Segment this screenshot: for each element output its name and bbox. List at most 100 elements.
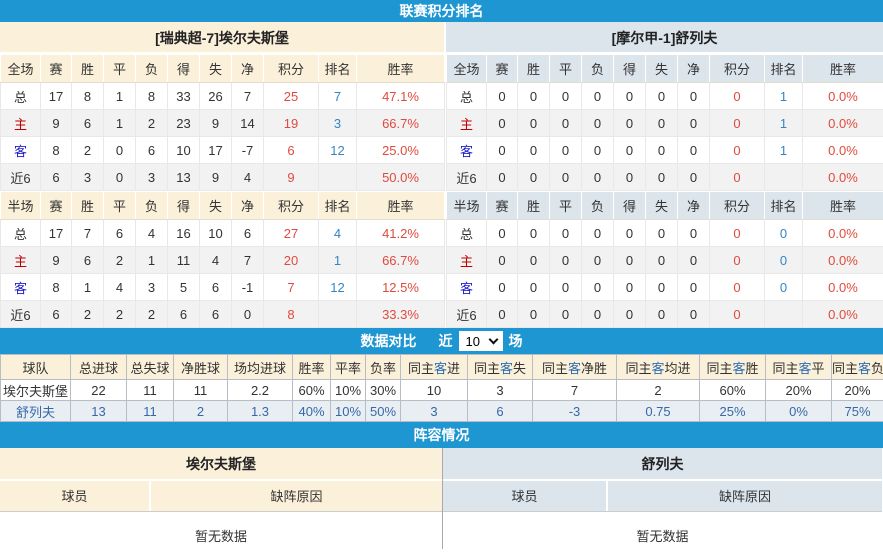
stat-cell: 6 [167,300,200,328]
stat-cell: 总 [0,219,41,247]
stat-cell: 1 [318,246,357,274]
halftime-header-row: 半场赛胜平负得失净积分 排名 胜率 [0,191,445,220]
column-header: 胜率 [802,191,883,220]
column-header: 得 [167,191,200,220]
player-column-header: 球员 [443,481,608,511]
stat-cell: 0.0% [802,109,883,137]
comparison-header-row: 球队 总进球 总失球 净胜球 场均进球 胜率 平率 负率 同主客进 同主客失 同主客净胜 同主客均进同… [0,354,883,380]
stat-cell: 0.0% [802,82,883,110]
stat-cell: 0 [613,82,646,110]
stat-cell: 4 [135,219,168,247]
stat-cell: 0 [613,246,646,274]
halftime-header-row: 半场赛胜平负得失净积分 排名 胜率 [446,191,883,220]
stat-cell: -1 [231,273,264,301]
stat-cell: 3 [71,163,104,191]
lineup-panels: 埃尔夫斯堡 球员 缺阵原因 暂无数据 舒列夫 球员 缺阵原因 暂无数据 [0,448,883,549]
comparison-cell: 10% [330,379,366,401]
stat-cell: 26 [199,82,232,110]
stat-cell: 50.0% [356,163,445,191]
stat-cell: 47.1% [356,82,445,110]
stat-cell: 14 [231,109,264,137]
comparison-column-header: 球队 [0,354,71,380]
stat-cell: 0 [613,109,646,137]
stat-cell: 0 [709,82,765,110]
stat-cell: 0 [709,163,765,191]
comparison-cell: 11 [173,379,228,401]
stat-cell: 12 [318,136,357,164]
stats-row: 总 17 8 1 8 33 26 7 25 7 47.1% [0,82,445,110]
stat-cell: 0 [486,82,518,110]
stat-cell: 客 [0,273,41,301]
away-team-title: [摩尔甲-1]舒列夫 [446,22,883,54]
stat-cell: 0 [709,136,765,164]
stat-cell: 0.0% [802,219,883,247]
stat-cell: 1 [135,246,168,274]
rounds-select[interactable]: 10 [458,331,503,351]
stat-cell: 0 [103,136,136,164]
stat-cell: 0 [549,163,582,191]
away-lineup-team-title: 舒列夫 [443,448,882,481]
stat-cell: 0.0% [802,273,883,301]
stat-cell: 8 [71,82,104,110]
stat-cell: 7 [231,82,264,110]
stat-cell: 0 [581,300,614,328]
column-header: 净 [677,54,710,83]
stat-cell: 0 [549,246,582,274]
column-header: 得 [167,54,200,83]
stat-cell: 0 [581,273,614,301]
comparison-cell: 10 [400,379,468,401]
comparison-cell: 0.75 [616,400,700,422]
stat-cell: 9 [199,109,232,137]
column-header: 平 [103,54,136,83]
comparison-cell: 20% [765,379,832,401]
column-header: 得 [613,54,646,83]
stats-row: 近6 6 2 2 2 6 6 0 8 33.3% [0,300,445,328]
player-column-header: 球员 [0,481,151,511]
stat-cell: 0 [645,300,678,328]
stat-cell: 33 [167,82,200,110]
column-header: 积分 [709,54,765,83]
stat-cell: 8 [40,273,72,301]
stat-cell: 近6 [446,163,487,191]
column-header: 失 [645,54,678,83]
fulltime-header-row: 全场赛胜平负得失净积分 排名 胜率 [446,54,883,83]
stat-cell: 0 [613,273,646,301]
stat-cell: 0 [517,109,550,137]
stat-cell: 9 [263,163,319,191]
stat-cell: 0 [486,163,518,191]
stats-row: 主 9 6 1 2 23 9 14 19 3 66.7% [0,109,445,137]
stat-cell: 1 [103,82,136,110]
stat-cell: 客 [0,136,41,164]
stat-cell: 6 [199,273,232,301]
comparison-cell: -3 [532,400,617,422]
comparison-cell: 0% [765,400,832,422]
stat-cell: 17 [40,219,72,247]
comparison-column-header: 净胜球 [173,354,228,380]
standings-tables: [瑞典超-7]埃尔夫斯堡 全场赛胜平负得失净积分 排名 胜率 总 17 8 1 8 33 26 7… [0,22,883,328]
stat-cell: 0 [613,163,646,191]
column-header: 胜 [517,191,550,220]
stat-cell: 0 [517,246,550,274]
stat-cell: 0 [517,300,550,328]
stat-cell: 0 [517,136,550,164]
column-header: 负 [135,191,168,220]
stat-cell: 33.3% [356,300,445,328]
comparison-cell: 6 [467,400,533,422]
column-header: 负 [581,54,614,83]
comparison-column-header: 负率 [365,354,401,380]
stat-cell: 0 [645,82,678,110]
stat-cell: 4 [103,273,136,301]
stat-cell: 1 [764,136,803,164]
stat-cell: 25 [263,82,319,110]
column-header: 积分 [263,54,319,83]
column-header: 胜 [71,54,104,83]
column-header: 得 [613,191,646,220]
stats-row: 主 9 6 2 1 11 4 7 20 1 66.7% [0,246,445,274]
stat-cell: 6 [199,300,232,328]
stat-cell: 0 [581,82,614,110]
stat-cell: 2 [135,300,168,328]
home-lineup-panel: 埃尔夫斯堡 球员 缺阵原因 暂无数据 [0,448,443,549]
comparison-cell: 舒列夫 [0,400,71,422]
